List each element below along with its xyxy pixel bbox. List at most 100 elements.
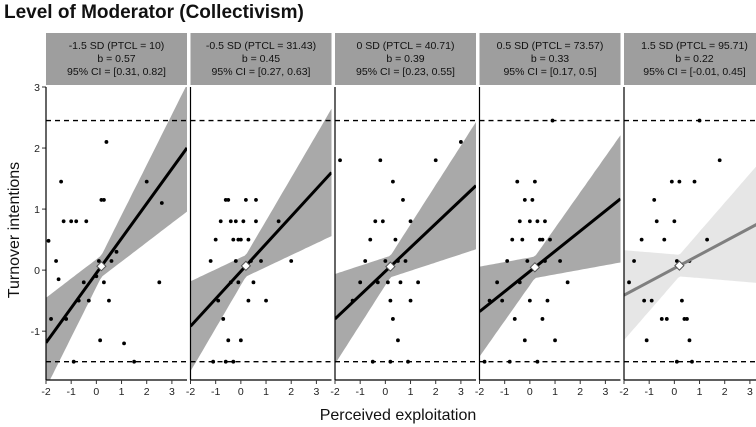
- point-3-22: [535, 359, 540, 364]
- point-1-23: [264, 298, 268, 303]
- x-tick-label-0-1: -1: [67, 386, 76, 398]
- x-tick-label-4-3: 1: [697, 386, 703, 398]
- point-1-24: [276, 219, 281, 224]
- point-4-15: [687, 338, 692, 343]
- y-tick-label-4: 3: [34, 82, 40, 94]
- point-1-20: [233, 219, 238, 224]
- mean-marker-3: [529, 262, 541, 273]
- x-tick-label-3-2: 0: [527, 386, 533, 398]
- x-tick-label-0-2: 0: [93, 386, 99, 398]
- point-3-29: [565, 280, 570, 285]
- point-1-12: [246, 237, 251, 242]
- point-0-0: [46, 238, 51, 243]
- point-1-14: [251, 280, 256, 285]
- point-2-14: [403, 259, 408, 263]
- point-3-27: [543, 219, 547, 224]
- point-4-14: [685, 317, 689, 321]
- panel-slope-2: b = 0.39: [386, 53, 424, 65]
- x-tick-label-2-1: -1: [356, 386, 365, 398]
- point-0-15: [104, 140, 109, 144]
- point-0-23: [144, 179, 149, 184]
- point-4-4: [649, 298, 654, 303]
- point-2-13: [398, 280, 403, 285]
- x-tick-label-1-0: -2: [186, 386, 195, 398]
- x-tick-label-1-3: 1: [263, 386, 269, 398]
- x-tick-label-3-4: 2: [577, 386, 583, 398]
- point-2-10: [391, 317, 395, 321]
- point-4-6: [659, 317, 664, 321]
- point-1-19: [223, 359, 228, 364]
- panel-label-4: 1.5 SD (PTCL = 95.71): [641, 40, 748, 52]
- x-tick-label-2-0: -2: [330, 386, 339, 398]
- panel-strip-2: [335, 33, 476, 85]
- point-1-4: [226, 198, 231, 202]
- x-tick-label-2-4: 2: [433, 386, 439, 398]
- point-4-1: [632, 259, 636, 263]
- panel-label-1: -0.5 SD (PTCL = 31.43): [206, 40, 316, 52]
- point-4-22: [674, 359, 679, 364]
- point-0-28: [84, 219, 89, 224]
- point-3-8: [525, 259, 530, 263]
- point-1-8: [236, 280, 241, 285]
- mean-marker-4: [674, 260, 685, 271]
- point-4-5: [654, 219, 659, 224]
- point-2-27: [391, 179, 395, 184]
- point-0-4: [69, 219, 74, 224]
- point-0-11: [86, 298, 91, 303]
- y-tick-label-0: -1: [31, 326, 40, 338]
- point-4-18: [705, 237, 709, 242]
- point-2-19: [388, 359, 393, 364]
- panel-slope-0: b = 0.57: [97, 53, 135, 65]
- x-tick-label-0-5: 3: [169, 386, 175, 398]
- point-0-5: [74, 219, 79, 224]
- point-4-2: [639, 237, 644, 242]
- x-tick-label-4-5: 3: [747, 386, 753, 398]
- point-0-7: [56, 277, 61, 282]
- point-2-22: [408, 219, 413, 224]
- panel-slope-3: b = 0.33: [531, 53, 569, 65]
- point-0-24: [157, 280, 162, 285]
- x-tick-label-2-2: 0: [382, 386, 388, 398]
- point-1-1: [213, 237, 218, 242]
- x-tick-label-3-5: 3: [602, 386, 608, 398]
- y-tick-label-2: 1: [34, 204, 40, 216]
- point-0-10: [71, 359, 76, 364]
- point-3-11: [532, 179, 537, 184]
- point-2-21: [396, 338, 400, 343]
- mean-marker-0: [96, 261, 107, 272]
- point-1-15: [216, 298, 221, 303]
- point-2-16: [416, 280, 420, 285]
- point-3-21: [522, 338, 527, 343]
- point-1-25: [289, 259, 294, 263]
- point-1-2: [218, 219, 223, 224]
- point-2-24: [458, 140, 463, 144]
- point-2-2: [358, 280, 363, 285]
- point-3-30: [522, 198, 527, 202]
- point-4-25: [690, 359, 694, 364]
- panel-data-3: [479, 118, 621, 364]
- x-tick-label-1-2: 0: [238, 386, 244, 398]
- regression-line-2: [335, 184, 476, 321]
- point-1-30: [254, 198, 258, 202]
- point-1-18: [231, 359, 236, 364]
- panel-slope-4: b = 0.22: [675, 53, 713, 65]
- point-1-11: [243, 198, 248, 202]
- point-0-20: [107, 298, 111, 303]
- point-0-22: [132, 359, 137, 364]
- point-2-5: [373, 219, 378, 224]
- panel-ci-3: 95% CI = [0.17, 0.5]: [503, 66, 596, 78]
- point-0-27: [98, 338, 103, 343]
- point-2-11: [393, 237, 398, 242]
- point-2-6: [378, 158, 383, 163]
- point-1-29: [246, 298, 251, 303]
- point-4-23: [652, 198, 657, 202]
- point-3-16: [545, 298, 550, 303]
- point-2-7: [383, 259, 388, 263]
- point-3-20: [512, 317, 517, 321]
- point-4-19: [717, 158, 722, 163]
